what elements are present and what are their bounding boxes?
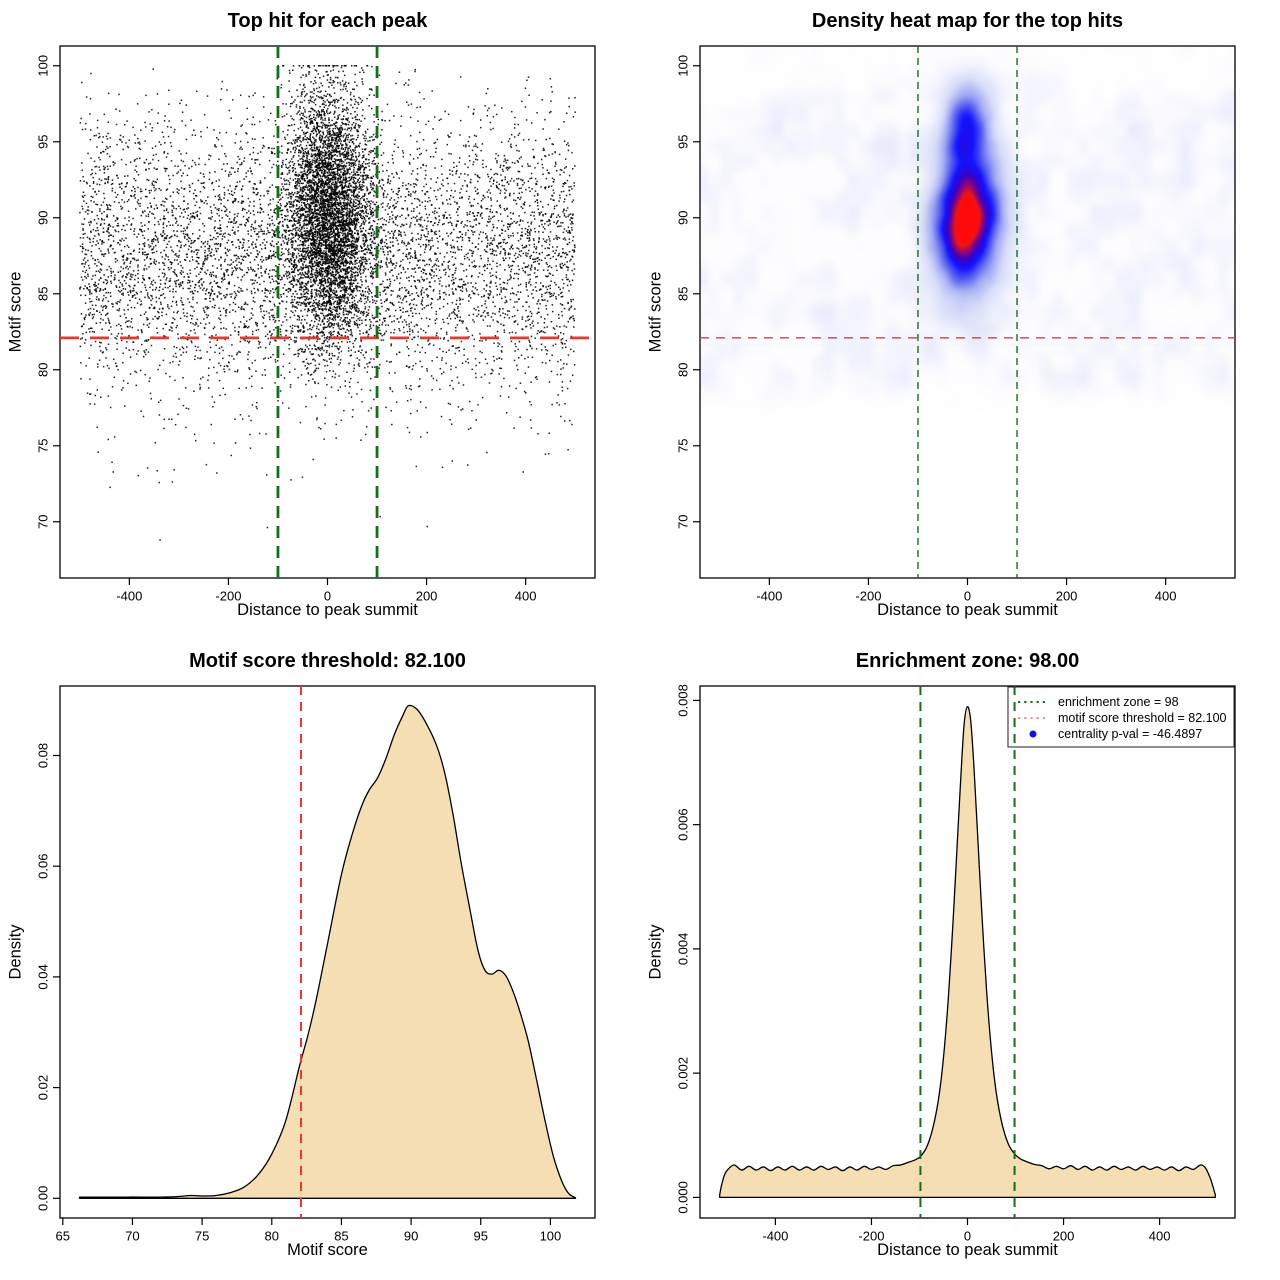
chart-title: Enrichment zone: 98.00 <box>855 650 1080 672</box>
x-tick-label: 0 <box>964 1229 971 1244</box>
plot-area: -400 -200 0 200 400 70 75 80 85 90 95 100 <box>36 45 596 604</box>
y-tick-label: 75 <box>36 439 51 453</box>
x-axis-label: Motif score <box>287 1241 368 1259</box>
x-tick-label: -200 <box>855 589 881 604</box>
y-tick-label: 0.04 <box>36 964 51 989</box>
x-tick-label: 100 <box>540 1229 562 1244</box>
x-tick-label: 400 <box>1155 589 1177 604</box>
panel-density-heatmap: Density heat map for the top hits -400 -2… <box>640 0 1280 640</box>
x-tick-label: -400 <box>756 589 782 604</box>
y-tick-label: 0.006 <box>676 808 691 841</box>
x-tick-label: -200 <box>858 1229 884 1244</box>
y-tick-label: 95 <box>676 135 691 149</box>
legend-swatch-legend_blue <box>1029 730 1037 738</box>
scatter-points-canvas <box>60 46 595 578</box>
x-tick-label: 200 <box>1056 589 1078 604</box>
x-tick-label: 85 <box>334 1229 348 1244</box>
x-tick-label: 400 <box>515 589 537 604</box>
x-tick-label: 75 <box>195 1229 209 1244</box>
legend-box <box>1007 686 1235 748</box>
x-tick-label: 90 <box>404 1229 418 1244</box>
plot-area: -400 -200 0 200 400 70 75 80 85 90 95 100 <box>676 45 1236 604</box>
y-tick-label: 70 <box>676 515 691 529</box>
legend-label: centrality p-val = -46.4897 <box>1058 727 1202 741</box>
heatmap-canvas <box>700 46 1235 578</box>
plot-box <box>59 685 596 1219</box>
panel-distance-density: -400 -200 0 200 400 0.000 0.002 0.004 0.006 0.008… <box>640 640 1280 1280</box>
panel-motif-score-density: 65 70 75 80 85 90 95 100 0.00 0.02 0.04 0.06 0.08 Mo… <box>0 640 640 1280</box>
y-axis-label: Motif score <box>6 271 25 353</box>
x-axis-label: Distance to peak summit <box>877 1241 1058 1259</box>
y-axis-label: Motif score <box>646 271 665 353</box>
y-tick-label: 0.08 <box>36 743 51 768</box>
y-tick-label: 0.06 <box>36 854 51 879</box>
x-tick-label: -400 <box>762 1229 788 1244</box>
density-curve <box>78 704 577 1199</box>
chart-title: Motif score threshold: 82.100 <box>189 650 466 672</box>
x-tick-label: 0 <box>964 589 971 604</box>
x-tick-label: 80 <box>265 1229 279 1244</box>
y-tick-label: 0.004 <box>676 933 691 966</box>
x-tick-label: 65 <box>56 1229 70 1244</box>
x-tick-label: -200 <box>215 589 241 604</box>
y-tick-label: 80 <box>36 363 51 377</box>
y-tick-label: 90 <box>676 211 691 225</box>
y-tick-label: 70 <box>36 515 51 529</box>
x-tick-label: 200 <box>416 589 438 604</box>
legend-label: enrichment zone = 98 <box>1058 695 1179 709</box>
plot-box <box>699 45 1236 579</box>
x-tick-label: -400 <box>116 589 142 604</box>
y-tick-label: 90 <box>36 211 51 225</box>
y-tick-label: 0.00 <box>36 1186 51 1211</box>
x-axis-label: Distance to peak summit <box>237 601 418 619</box>
y-tick-label: 95 <box>36 135 51 149</box>
plot-box <box>59 45 596 579</box>
x-tick-label: 400 <box>1149 1229 1171 1244</box>
plot-area: -400 -200 0 200 400 0.000 0.002 0.004 0.006 0.008… <box>676 684 1236 1244</box>
chart-title: Top hit for each peak <box>227 10 428 32</box>
legend-label: motif score threshold = 82.100 <box>1058 711 1227 725</box>
y-tick-label: 80 <box>676 363 691 377</box>
y-tick-label: 0.002 <box>676 1057 691 1090</box>
x-tick-label: 70 <box>125 1229 139 1244</box>
y-tick-label: 75 <box>676 439 691 453</box>
x-tick-label: 200 <box>1053 1229 1075 1244</box>
y-axis-label: Density <box>646 924 665 980</box>
y-tick-label: 85 <box>676 287 691 301</box>
y-tick-label: 0.000 <box>676 1181 691 1214</box>
panel-top-hit-scatter: Top hit for each peak -400 -200 0 200 400 70 7… <box>0 0 640 640</box>
y-tick-label: 100 <box>676 55 691 77</box>
y-tick-label: 0.008 <box>676 684 691 717</box>
y-tick-label: 0.02 <box>36 1075 51 1100</box>
plot-area: 65 70 75 80 85 90 95 100 0.00 0.02 0.04 0.06 0.08 <box>36 685 596 1244</box>
x-tick-label: 95 <box>474 1229 488 1244</box>
chart-title: Density heat map for the top hits <box>811 10 1124 32</box>
y-tick-label: 100 <box>36 55 51 77</box>
x-tick-label: 0 <box>324 589 331 604</box>
density-curve <box>719 705 1216 1199</box>
x-axis-label: Distance to peak summit <box>877 601 1058 619</box>
y-axis-label: Density <box>6 924 25 980</box>
y-tick-label: 85 <box>36 287 51 301</box>
